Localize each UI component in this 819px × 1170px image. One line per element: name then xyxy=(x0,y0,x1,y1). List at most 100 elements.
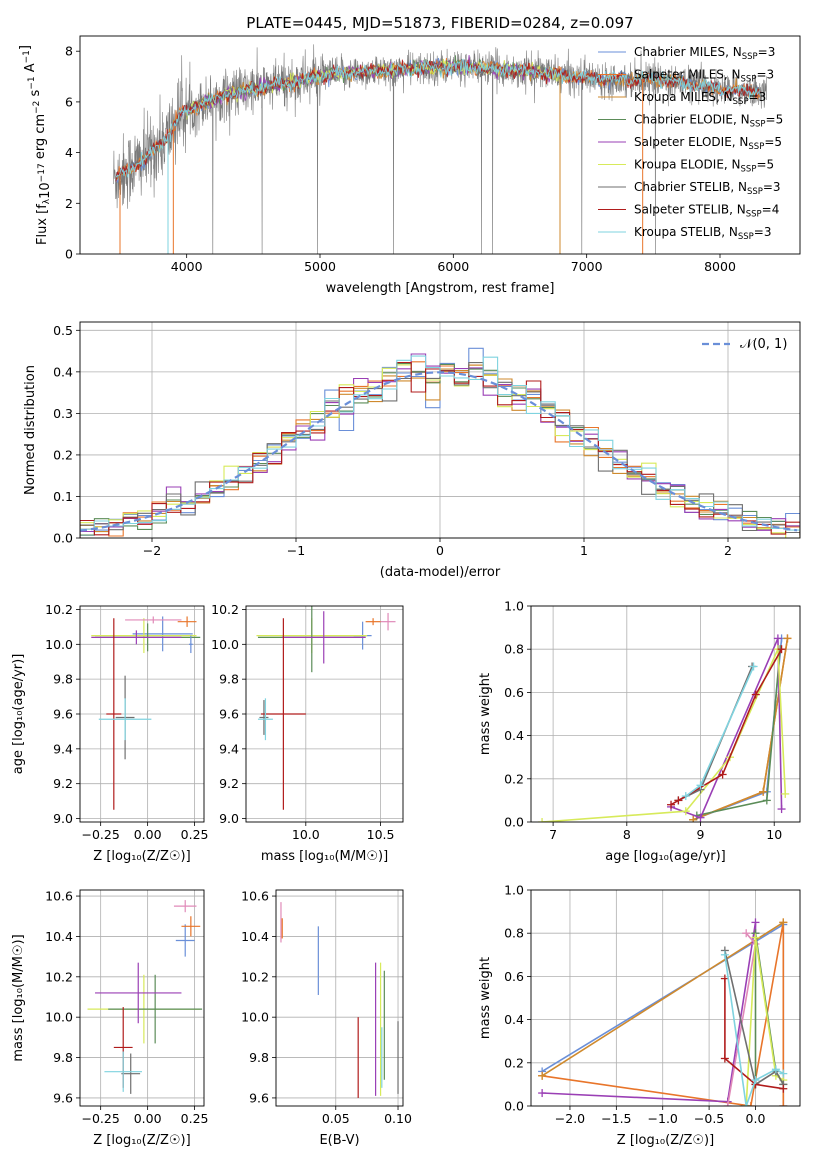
y-tick-label: 10.2 xyxy=(45,602,73,617)
plot-area xyxy=(80,347,800,538)
marker xyxy=(773,634,782,643)
y-tick-label: 10.0 xyxy=(45,1010,73,1025)
y-tick-label: 10.6 xyxy=(45,889,73,904)
x-tick-label: −1.5 xyxy=(601,1111,631,1126)
y-tick-label: 9.6 xyxy=(53,1090,73,1105)
marker xyxy=(777,645,786,654)
errorbar-point xyxy=(257,698,273,741)
x-axis-label: Z [log₁₀(Z/Z☉)] xyxy=(93,1133,190,1148)
marker xyxy=(759,787,768,796)
y-tick-label: 0.5 xyxy=(53,323,73,338)
errorbar-point xyxy=(132,616,193,652)
x-tick-label: 0.25 xyxy=(181,827,209,842)
axes-frame xyxy=(79,605,205,823)
x-axis-label: E(B-V) xyxy=(319,1133,359,1148)
axes-frame xyxy=(530,605,801,823)
errorbar-point xyxy=(175,924,195,957)
legend-entry: Salpeter MILES, NSSP=3 xyxy=(634,68,774,85)
y-tick-label: 9.0 xyxy=(53,811,73,826)
y-tick-label: 9.0 xyxy=(219,811,239,826)
marker xyxy=(538,1089,547,1098)
x-tick-label: 8 xyxy=(623,827,631,842)
x-axis-label: mass [log₁₀(M/M☉)] xyxy=(261,849,388,864)
y-tick-label: 0.4 xyxy=(53,364,73,379)
x-tick-label: −2 xyxy=(143,543,161,558)
y-tick-label: 0.4 xyxy=(504,1012,524,1027)
legend: Chabrier MILES, NSSP=3 Salpeter MILES, NS… xyxy=(598,45,783,242)
panel-mass_vs_Z: −0.25 0.00 0.25 9.6 9.8 10.0 10.2 10.4 10.6 Z [lo… xyxy=(11,889,209,1148)
y-tick-label: 10.6 xyxy=(241,889,269,904)
gridlines xyxy=(531,605,800,823)
series-krou_miles xyxy=(541,921,784,1077)
y-tick-label: 0.6 xyxy=(504,685,524,700)
series-krou_stelib xyxy=(724,954,784,1106)
legend-entry: Chabrier MILES, NSSP=3 xyxy=(634,45,775,62)
x-tick-label: 7000 xyxy=(571,259,603,274)
marker xyxy=(749,662,758,671)
panel-age_vs_mass: 10.0 10.5 9.0 9.2 9.4 9.6 9.8 10.0 10.2 mass [log… xyxy=(211,602,404,864)
y-tick-label: 0.4 xyxy=(504,728,524,743)
y-tick-label: 10.4 xyxy=(241,929,269,944)
y-tick-label: 9.8 xyxy=(249,1050,269,1065)
x-tick-label: −2.0 xyxy=(555,1111,585,1126)
y-tick-label: 1.0 xyxy=(504,599,524,614)
x-axis-label: (data-model)/error xyxy=(380,565,501,580)
y-tick-label: 0.8 xyxy=(504,642,524,657)
y-tick-label: 10.0 xyxy=(45,637,73,652)
y-tick-label: 0.0 xyxy=(53,531,73,546)
x-tick-label: 10.5 xyxy=(367,827,395,842)
y-tick-label: 9.4 xyxy=(53,741,73,756)
errorbar-point xyxy=(108,974,203,1044)
series-chab_elodie xyxy=(754,933,784,1085)
plot-area xyxy=(280,902,399,1098)
x-tick-label: 8000 xyxy=(704,259,736,274)
legend: 𝒩(0, 1) xyxy=(702,337,787,352)
marker xyxy=(746,1102,755,1106)
marker xyxy=(781,789,790,798)
legend-entry: Kroupa ELODIE, NSSP=5 xyxy=(634,158,774,175)
y-tick-label: 9.2 xyxy=(219,776,239,791)
errorbar-point xyxy=(260,618,306,810)
plot-area xyxy=(538,634,792,822)
errorbar-point xyxy=(91,630,182,645)
y-tick-label: 10.0 xyxy=(241,1010,269,1025)
y-tick-label: 10.2 xyxy=(45,969,73,984)
ticks: 7 8 9 10 0.0 0.2 0.4 0.6 0.8 1.0 xyxy=(504,599,782,843)
y-tick-label: 10.2 xyxy=(241,969,269,984)
y-tick-label: 9.4 xyxy=(219,741,239,756)
x-tick-label: 9 xyxy=(697,827,705,842)
normal-curve xyxy=(80,371,798,532)
plot-area xyxy=(91,616,201,810)
errorbar-point xyxy=(173,900,197,913)
legend-entry: Salpeter ELODIE, NSSP=5 xyxy=(634,135,782,152)
panel-age_vs_Z: −0.25 0.00 0.25 9.0 9.2 9.4 9.6 9.8 10.0 10.2 Z [l… xyxy=(11,602,209,864)
marker xyxy=(720,1054,729,1063)
series-chab_stelib xyxy=(724,950,784,1086)
x-axis-label: Z [log₁₀(Z/Z☉)] xyxy=(93,849,190,864)
x-tick-label: 0.05 xyxy=(322,1111,350,1126)
errorbar-point xyxy=(281,611,366,664)
y-tick-label: 0.1 xyxy=(53,489,73,504)
y-tick-label: 8 xyxy=(65,44,73,59)
panel-weight_vs_Z: −2.0 −1.5 −1.0 −0.5 0.0 0.0 0.2 0.4 0.6 0.8 1.0 Z [… xyxy=(478,883,801,1148)
y-tick-label: 10.2 xyxy=(211,602,239,617)
y-axis-label: mass weight xyxy=(478,673,493,755)
marker xyxy=(751,1076,760,1085)
x-tick-label: −1.0 xyxy=(648,1111,678,1126)
y-tick-label: 0.6 xyxy=(504,969,524,984)
panel-mass_vs_ebv: 0.05 0.10 9.6 9.8 10.0 10.2 10.4 10.6 E(B-V) xyxy=(241,889,412,1148)
legend-entry: Chabrier ELODIE, NSSP=5 xyxy=(634,113,783,130)
errorbar-point xyxy=(380,612,396,631)
marker xyxy=(723,1102,732,1106)
errorbar-point xyxy=(177,616,197,627)
x-tick-label: 0.0 xyxy=(746,1111,766,1126)
marker xyxy=(751,690,760,699)
marker xyxy=(538,1071,547,1080)
marker xyxy=(696,813,705,822)
marker xyxy=(751,933,760,942)
y-tick-label: 0.0 xyxy=(504,815,524,830)
y-tick-label: 0.2 xyxy=(504,771,524,786)
errorbar-point xyxy=(121,1053,141,1094)
gridlines xyxy=(80,606,204,822)
